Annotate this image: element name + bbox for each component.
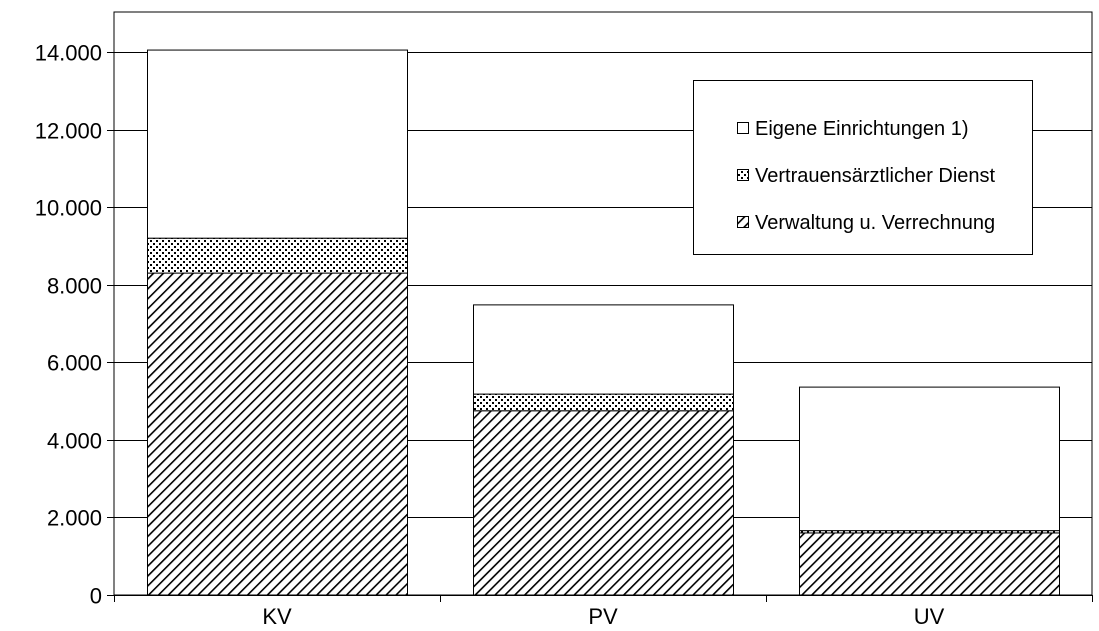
bar-segment xyxy=(147,237,408,274)
y-tick-label: 10.000 xyxy=(35,196,102,221)
legend-swatch xyxy=(737,216,749,228)
legend-label: Verwaltung u. Verrechnung xyxy=(755,212,995,234)
legend-label: Vertrauensärztlicher Dienst xyxy=(755,165,996,187)
y-tick-label: 8.000 xyxy=(47,274,102,299)
x-tick-label: UV xyxy=(914,604,945,629)
bar-segment xyxy=(473,304,734,395)
bar-segment xyxy=(473,410,734,596)
bar-segment xyxy=(799,386,1060,532)
y-tick-label: 14.000 xyxy=(35,41,102,66)
bar-segment xyxy=(147,49,408,239)
y-tick-label: 0 xyxy=(90,584,102,609)
legend-label: Eigene Einrichtungen 1) xyxy=(755,118,968,140)
bar-segment xyxy=(473,393,734,412)
axes: 0 2.000 4.000 6.000 8.000 10.000 12.000 14.000 K… xyxy=(35,41,1093,629)
bars xyxy=(147,49,1060,596)
legend-swatch xyxy=(737,122,749,134)
y-tick-label: 12.000 xyxy=(35,119,102,144)
legend-swatch xyxy=(737,169,749,181)
y-tick-label: 2.000 xyxy=(47,506,102,531)
bar-segment xyxy=(147,272,408,596)
legend-box xyxy=(693,80,1033,255)
y-tick-label: 4.000 xyxy=(47,429,102,454)
x-tick-label: KV xyxy=(262,604,292,629)
y-tick-label: 6.000 xyxy=(47,351,102,376)
legend: Eigene Einrichtungen 1) Vertrauensärztlic… xyxy=(693,80,1033,255)
bar-segment xyxy=(799,532,1060,596)
x-tick-label: PV xyxy=(588,604,618,629)
